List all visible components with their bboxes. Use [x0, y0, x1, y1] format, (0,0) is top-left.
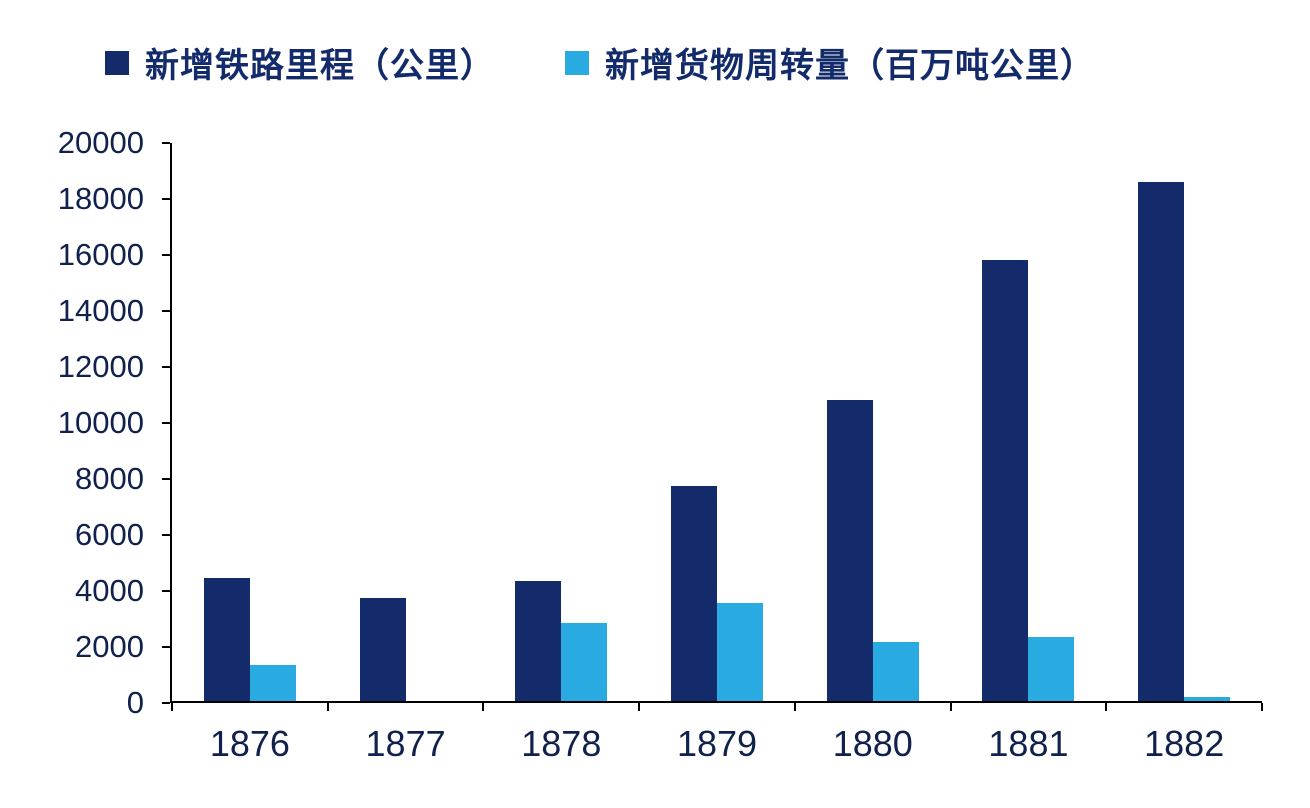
- y-axis-tick-2000: [162, 646, 170, 648]
- bar-rail-mileage-1878: [515, 581, 562, 701]
- bar-rail-mileage-1880: [826, 399, 873, 701]
- y-axis-label-6000: 6000: [75, 517, 144, 552]
- y-axis-tick-6000: [162, 534, 170, 536]
- bar-freight-turnover-1879: [717, 603, 764, 701]
- x-axis-tick-5: [949, 703, 952, 711]
- bar-freight-turnover-1878: [561, 622, 608, 701]
- y-axis-tick-8000: [162, 478, 170, 480]
- y-axis-label-0: 0: [126, 685, 144, 720]
- x-axis-tick-0: [171, 703, 173, 711]
- legend-item-rail-mileage: 新增铁路里程（公里）: [105, 38, 495, 87]
- y-axis-label-20000: 20000: [57, 125, 144, 160]
- bar-rail-mileage-1877: [359, 597, 406, 701]
- x-axis-tick-1: [326, 703, 329, 711]
- x-axis-label-1877: 1877: [365, 723, 446, 764]
- bar-group-1876: [172, 143, 328, 701]
- y-axis-tick-10000: [162, 422, 170, 424]
- x-axis-tick-7: [1261, 703, 1263, 711]
- legend: 新增铁路里程（公里） 新增货物周转量（百万吨公里）: [105, 38, 1095, 87]
- bar-freight-turnover-1881: [1028, 636, 1075, 701]
- bar-group-1877: [328, 143, 484, 701]
- x-axis-tick-3: [638, 703, 641, 711]
- bar-rail-mileage-1879: [671, 486, 718, 701]
- x-axis-label-1880: 1880: [832, 723, 913, 764]
- y-axis-label-4000: 4000: [75, 573, 144, 608]
- legend-item-freight-turnover: 新增货物周转量（百万吨公里）: [565, 38, 1095, 87]
- x-axis-tick-2: [482, 703, 485, 711]
- x-axis-tick-6: [1105, 703, 1108, 711]
- bar-rail-mileage-1876: [203, 578, 250, 701]
- y-axis-tick-20000: [162, 142, 170, 144]
- y-axis-label-18000: 18000: [57, 181, 144, 216]
- y-axis-tick-16000: [162, 254, 170, 256]
- bar-rail-mileage-1881: [982, 260, 1029, 701]
- y-axis-tick-14000: [162, 310, 170, 312]
- x-axis-label-1879: 1879: [676, 723, 758, 764]
- x-axis-labels: 1876 1877 1878 1879 1880 1881 1882: [172, 723, 1262, 765]
- bar-freight-turnover-1880: [872, 642, 919, 701]
- y-axis-tick-12000: [162, 366, 170, 368]
- x-axis-label-1882: 1882: [1144, 723, 1225, 764]
- y-axis-label-16000: 16000: [57, 237, 144, 272]
- bar-group-1879: [639, 143, 795, 701]
- bar-group-1880: [795, 143, 951, 701]
- legend-label-freight-turnover: 新增货物周转量（百万吨公里）: [605, 47, 1095, 85]
- y-axis-label-10000: 10000: [57, 405, 144, 440]
- bar-groups: [172, 143, 1262, 701]
- y-axis-tick-4000: [162, 590, 170, 592]
- bar-freight-turnover-1876: [249, 664, 296, 701]
- x-axis-tick-4: [793, 703, 796, 711]
- x-axis-ticks: [171, 701, 1263, 711]
- y-axis-tick-0: [162, 702, 170, 704]
- plot-area: 0 2000 4000 6000 8000 10000 12000 14000 16000 180…: [58, 125, 1263, 764]
- x-axis-label-1878: 1878: [521, 723, 602, 764]
- y-axis-labels: 0 2000 4000 6000 8000 10000 12000 14000 16000 180…: [2, 125, 162, 720]
- y-axis-label-2000: 2000: [75, 629, 144, 664]
- x-axis-label-1876: 1876: [209, 723, 290, 764]
- bar-group-1878: [483, 143, 639, 701]
- x-axis-label-1881: 1881: [988, 723, 1069, 764]
- y-axis-label-12000: 12000: [57, 349, 144, 384]
- legend-label-rail-mileage: 新增铁路里程（公里）: [145, 47, 495, 85]
- bar-group-1882: [1106, 143, 1262, 701]
- y-axis-label-8000: 8000: [75, 461, 144, 496]
- bar-group-1881: [951, 143, 1107, 701]
- bar-rail-mileage-1882: [1138, 182, 1185, 701]
- legend-swatch-rail-mileage-icon: [105, 50, 129, 75]
- bar-freight-turnover-1882: [1184, 696, 1231, 701]
- legend-swatch-freight-turnover-icon: [565, 50, 589, 75]
- y-axis-label-14000: 14000: [57, 293, 144, 328]
- y-axis-tick-18000: [162, 198, 170, 200]
